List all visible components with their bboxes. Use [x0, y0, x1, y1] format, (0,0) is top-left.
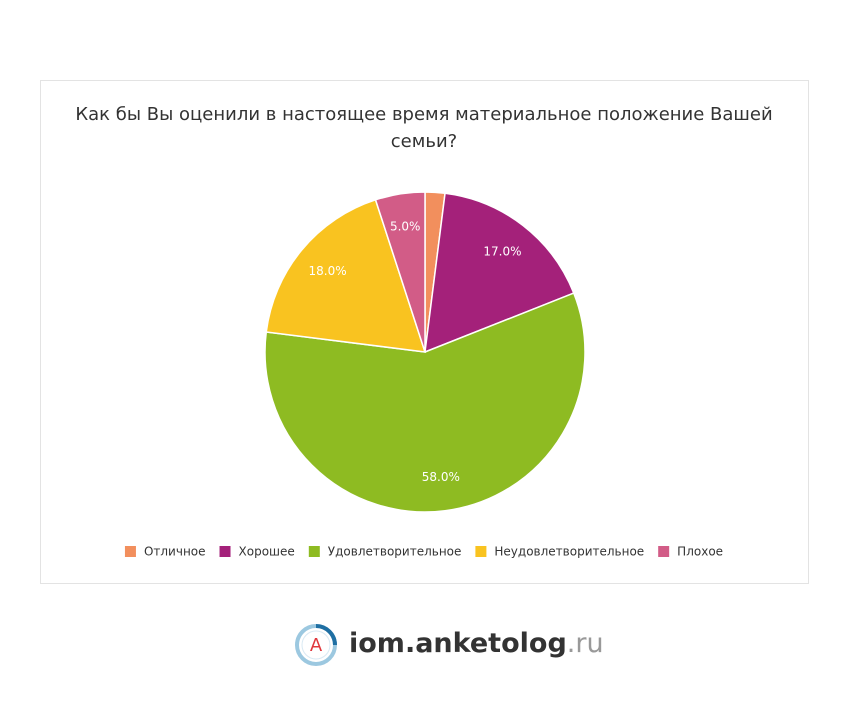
logo-inner	[301, 630, 331, 660]
legend-label: Неудовлетворительное	[494, 545, 644, 559]
tld: .ru	[567, 628, 604, 659]
pie-slice	[265, 198, 427, 353]
pie: 17.0% 58.0% 18.0% 5.0%	[264, 191, 586, 513]
legend-item: Плохое	[658, 545, 723, 559]
data-label: 18.0%	[309, 264, 347, 278]
logo-text: iom.anketolog.ru	[349, 628, 604, 659]
legend-swatch	[219, 546, 231, 557]
data-label: 5.0%	[390, 220, 421, 234]
logo: A iom.anketolog.ru	[295, 624, 604, 666]
data-label: 17.0%	[483, 245, 521, 259]
legend-label: Удовлетворительное	[328, 545, 462, 559]
legend-swatch	[308, 546, 320, 557]
pie-slice	[374, 191, 426, 353]
legend: Отличное Хорошее Удовлетворительное Неудовл…	[124, 545, 723, 559]
legend-label: Отличное	[144, 545, 206, 559]
legend-swatch	[124, 546, 136, 557]
site: iom.anketolog	[349, 628, 567, 659]
logo-letter: A	[310, 635, 323, 656]
pie-slice	[264, 292, 586, 513]
logo-arc	[315, 624, 337, 646]
chart-title: Как бы Вы оценили в настоящее время мате…	[75, 104, 773, 152]
legend-swatch	[475, 546, 487, 557]
legend-item: Отличное	[124, 545, 206, 559]
legend-item: Хорошее	[219, 545, 295, 559]
data-label: 58.0%	[422, 470, 460, 484]
pie-slice	[424, 192, 575, 354]
legend-label: Хорошее	[239, 545, 295, 559]
legend-item: Неудовлетворительное	[475, 545, 644, 559]
legend-item: Удовлетворительное	[308, 545, 462, 559]
legend-label: Плохое	[677, 545, 723, 559]
legend-swatch	[658, 546, 670, 557]
